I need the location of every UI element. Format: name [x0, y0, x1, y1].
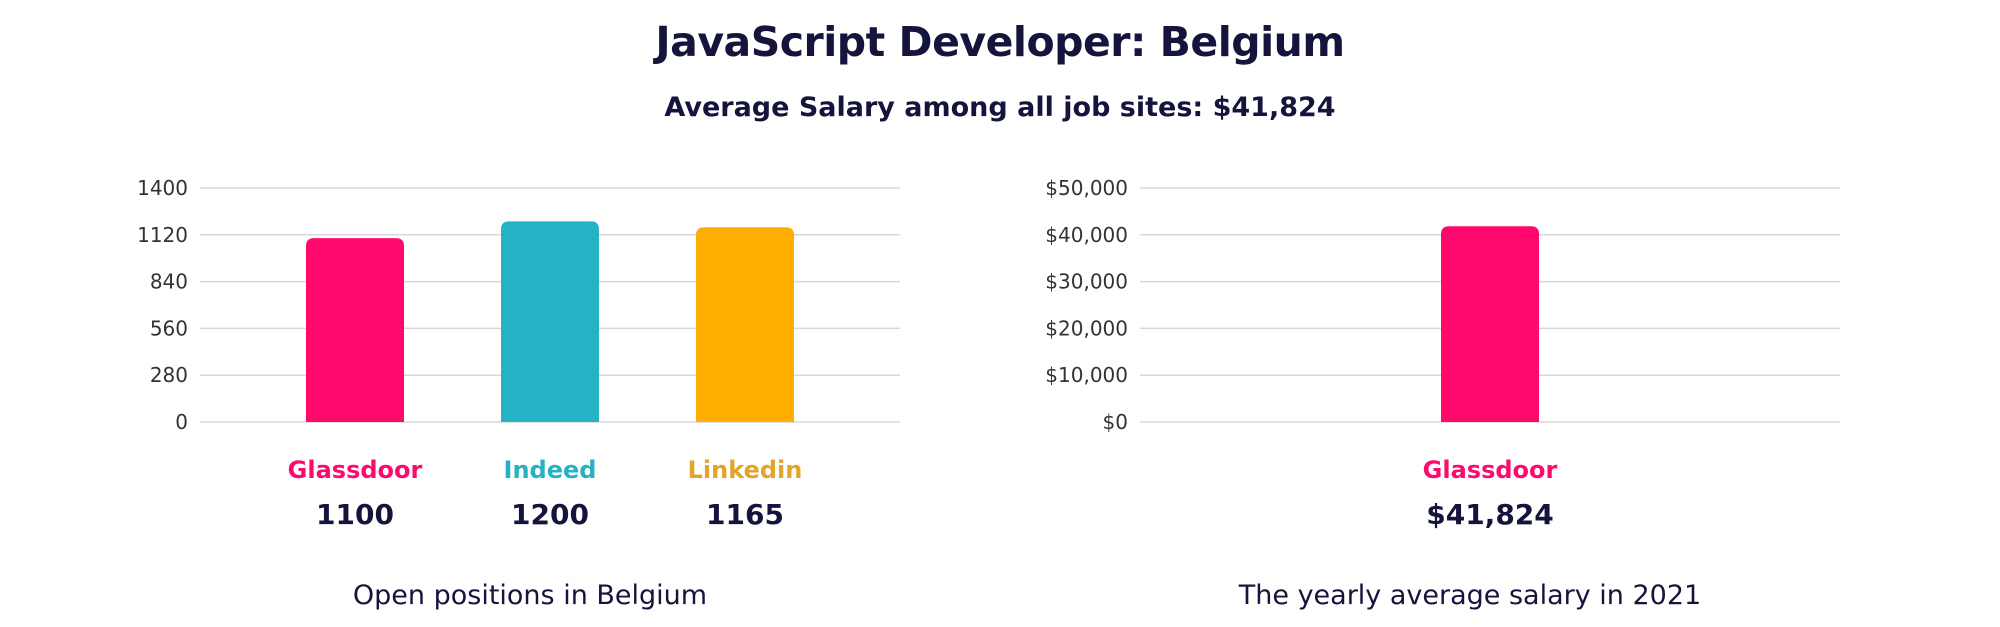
positions-y-tick-label: 560	[150, 316, 188, 340]
salary-y-tick-label: $50,000	[1045, 176, 1128, 200]
positions-bar	[696, 227, 794, 422]
positions-chart-caption: Open positions in Belgium	[352, 580, 708, 611]
positions-value-label: 1165	[706, 498, 784, 531]
salary-value-label: $41,824	[1426, 498, 1554, 531]
positions-category-label: Indeed	[504, 456, 597, 484]
positions-value-label: 1200	[511, 498, 589, 531]
page-subtitle: Average Salary among all job sites: $41,…	[664, 92, 1336, 123]
salary-category-label: Glassdoor	[1423, 456, 1558, 484]
positions-chart-svg: 0 280 560 840 1120 1400 Glassdoor 1100 Indeed 120…	[137, 176, 900, 531]
positions-y-tick-label: 1400	[137, 176, 188, 200]
positions-bar	[501, 221, 599, 422]
positions-chart: 0 280 560 840 1120 1400 Glassdoor 1100 Indeed 120…	[100, 160, 960, 627]
salary-y-tick-label: $0	[1103, 410, 1128, 434]
salary-y-tick-label: $20,000	[1045, 316, 1128, 340]
salary-y-tick-label: $10,000	[1045, 363, 1128, 387]
positions-y-tick-label: 0	[175, 410, 188, 434]
salary-y-tick-label: $40,000	[1045, 223, 1128, 247]
salary-chart-svg: $0 $10,000 $20,000 $30,000 $40,000 $50,000 Gla…	[1045, 176, 1840, 531]
positions-y-tick-label: 1120	[137, 223, 188, 247]
positions-value-label: 1100	[316, 498, 394, 531]
salary-chart-caption: The yearly average salary in 2021	[1238, 580, 1702, 611]
positions-y-tick-label: 840	[150, 270, 188, 294]
salary-chart: $0 $10,000 $20,000 $30,000 $40,000 $50,000 Gla…	[1040, 160, 1900, 627]
positions-y-tick-label: 280	[150, 363, 188, 387]
salary-bar	[1441, 226, 1539, 422]
salary-y-tick-label: $30,000	[1045, 270, 1128, 294]
page-title: JavaScript Developer: Belgium	[655, 18, 1345, 66]
positions-category-label: Linkedin	[688, 456, 803, 484]
positions-category-label: Glassdoor	[288, 456, 423, 484]
positions-bar	[306, 238, 404, 422]
